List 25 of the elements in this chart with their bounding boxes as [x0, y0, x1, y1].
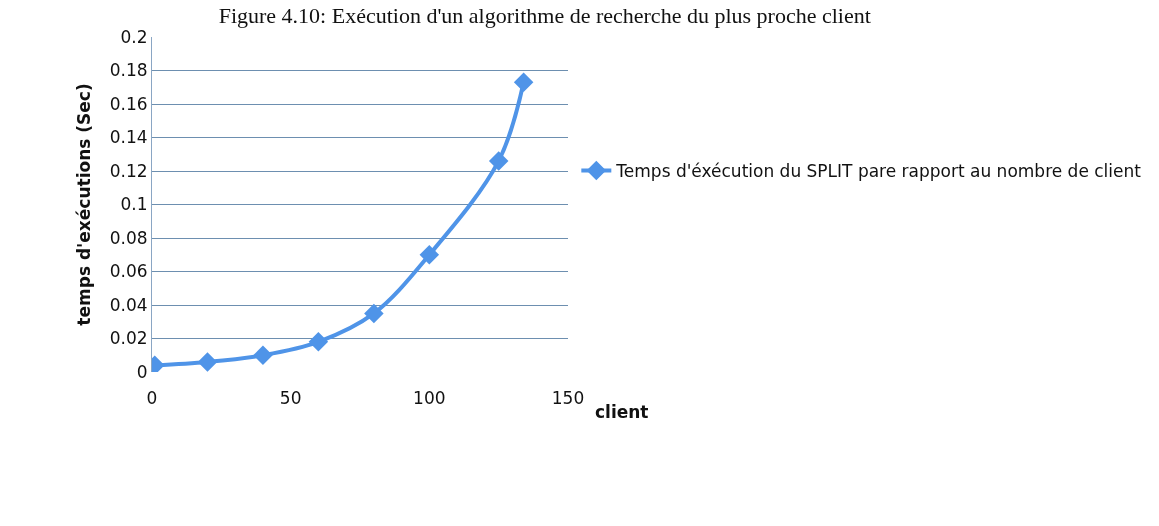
y-axis-title: temps d'exécutions (Sec) — [74, 83, 95, 326]
point — [488, 151, 509, 171]
y-tick-label: 0.02 — [109, 328, 148, 349]
y-tick-label: 0.12 — [109, 160, 148, 181]
point — [197, 352, 218, 372]
x-tick-label: 50 — [279, 388, 302, 408]
x-axis-title: client — [595, 402, 649, 422]
y-tick-label: 0.16 — [109, 93, 148, 114]
y-tick-label: 0.18 — [109, 60, 148, 81]
legend-label: Temps d'éxécution du SPLIT pare rapport au nombre de client — [615, 161, 1142, 182]
y-tick-label: 0.14 — [109, 127, 148, 148]
point — [364, 303, 384, 324]
chart-title: Figure 4.10: Exécution d'un algorithme de recherche du plus proche client — [218, 3, 871, 29]
point — [419, 245, 440, 265]
y-tick-label: 0.08 — [109, 227, 148, 248]
y-tick-label: 0 — [136, 361, 148, 382]
y-tick-label: 0.2 — [120, 26, 148, 47]
x-tick-label: 150 — [551, 388, 585, 408]
x-tick-label: 100 — [413, 388, 446, 408]
y-tick-label: 0.04 — [109, 294, 148, 315]
point — [513, 72, 534, 92]
y-tick-label: 0.06 — [109, 261, 148, 282]
point — [253, 345, 273, 365]
y-tick-label: 0.1 — [120, 194, 148, 215]
point — [308, 332, 329, 352]
